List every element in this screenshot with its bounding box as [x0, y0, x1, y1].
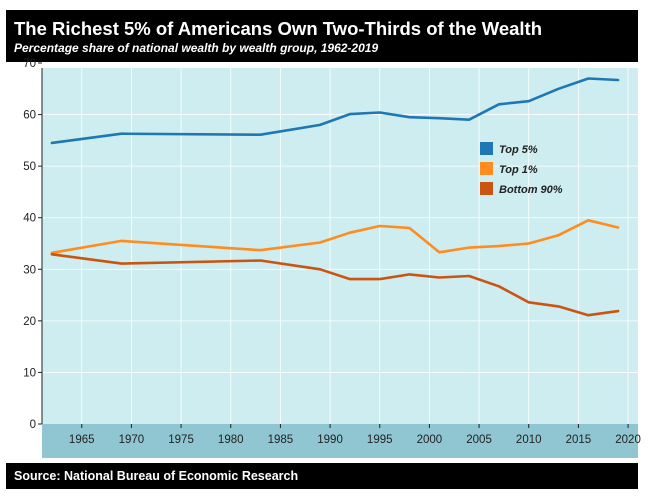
x-tick-label: 1975	[168, 434, 194, 446]
y-tick-label: 60	[23, 110, 36, 122]
x-tick-label: 2010	[516, 434, 542, 446]
legend-swatch	[480, 142, 493, 155]
legend-label: Top 1%	[499, 164, 538, 176]
x-axis-band	[42, 424, 638, 458]
x-tick-label: 2000	[417, 434, 443, 446]
chart-title: The Richest 5% of Americans Own Two-Thir…	[14, 18, 542, 39]
legend: Top 5% Top 1% Bottom 90%	[480, 142, 563, 196]
legend-label: Top 5%	[499, 144, 538, 156]
y-tick-label: 0	[30, 419, 36, 431]
chart-footer: Source: National Bureau of Economic Rese…	[6, 463, 638, 489]
y-tick-label: 50	[23, 161, 36, 173]
chart-header: The Richest 5% of Americans Own Two-Thir…	[6, 10, 638, 62]
y-axis: 0 10 20 30 40 50 60 70	[23, 58, 42, 431]
series-line-bottom-90-	[50, 253, 620, 317]
x-tick-label: 2020	[615, 434, 641, 446]
x-tick-label: 1965	[69, 434, 95, 446]
series-lines	[50, 77, 620, 317]
legend-swatch	[480, 182, 493, 195]
x-tick-label: 1985	[268, 434, 294, 446]
chart-subtitle: Percentage share of national wealth by w…	[14, 41, 379, 55]
x-tick-label: 1980	[218, 434, 244, 446]
y-tick-label: 70	[23, 58, 36, 70]
legend-entry: Top 5%	[480, 142, 538, 156]
x-tick-label: 2015	[566, 434, 592, 446]
plot-background	[42, 68, 638, 424]
y-tick-label: 40	[23, 213, 36, 225]
series-line-top-5-	[50, 77, 620, 145]
source-note: Source: National Bureau of Economic Rese…	[14, 469, 299, 483]
y-tick-label: 20	[23, 316, 36, 328]
x-tick-label: 1990	[317, 434, 343, 446]
x-axis: 1965 1970 1975 1980 1985 1990 1995 2000 2005 2010…	[69, 424, 641, 446]
x-tick-label: 1995	[367, 434, 393, 446]
legend-label: Bottom 90%	[499, 184, 563, 196]
gridlines	[42, 62, 638, 424]
legend-entry: Top 1%	[480, 162, 538, 176]
y-tick-label: 10	[23, 367, 36, 379]
x-tick-label: 1970	[119, 434, 145, 446]
legend-entry: Bottom 90%	[480, 182, 563, 196]
legend-swatch	[480, 162, 493, 175]
x-tick-label: 2005	[466, 434, 492, 446]
series-line-top-1-	[50, 219, 620, 255]
line-chart: 0 10 20 30 40 50 60 70 1965 1970 1975 1980 1985 1990…	[23, 58, 641, 458]
y-tick-label: 30	[23, 264, 36, 276]
